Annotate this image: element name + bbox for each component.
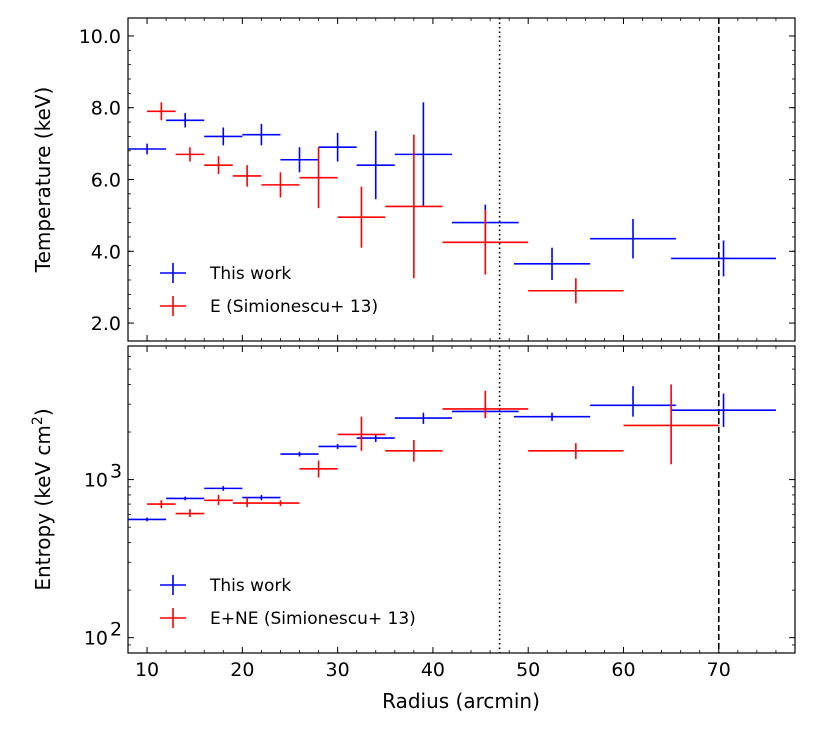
temperature-data-point-this-work <box>242 123 281 146</box>
x-tick-label: 70 <box>707 659 731 681</box>
temperature-data-point-simionescu <box>261 172 300 198</box>
entropy-data-point-simionescu <box>442 390 529 419</box>
y-tick-label: 4.0 <box>91 241 121 263</box>
temperature-data-point-simionescu <box>337 186 386 248</box>
temperature-data-point-simionescu <box>385 134 443 279</box>
temperature-axes-frame <box>127 17 796 342</box>
y-tick-label: 6.0 <box>91 170 121 192</box>
temperature-data-point-this-work <box>204 127 243 146</box>
temperature-data-point-this-work <box>590 218 676 259</box>
entropy-data-point-simionescu <box>528 443 624 459</box>
entropy-data-point-this-work <box>671 393 776 428</box>
temperature-data-point-simionescu <box>528 278 624 304</box>
entropy-data-point-simionescu <box>204 494 233 506</box>
temperature-data-point-simionescu <box>175 147 205 162</box>
x-tick-label: 60 <box>611 659 635 681</box>
entropy-data-point-this-work <box>356 434 395 442</box>
legend-item-simionescu: E+NE (Simionescu+ 13) <box>160 608 416 629</box>
temperature-data-point-this-work <box>128 143 167 155</box>
legend-label: E+NE (Simionescu+ 13) <box>210 609 416 629</box>
entropy-series-simionescu <box>147 384 719 517</box>
temperature-data-point-this-work <box>513 247 591 280</box>
y-tick-exponent: 2 <box>110 619 122 641</box>
entropy-y-axis-label: Entropy (keV cm2) <box>30 408 55 590</box>
entropy-data-point-simionescu <box>337 416 386 451</box>
legend-item-this-work: This work <box>160 575 291 596</box>
entropy-data-point-this-work <box>204 486 243 491</box>
temperature-panel: 2.0 4.0 6.0 8.0 10.0 Temperature (keV) This wo… <box>31 17 796 342</box>
entropy-data-point-this-work <box>394 412 452 424</box>
x-tick-label: 30 <box>326 659 350 681</box>
entropy-data-point-this-work <box>128 517 167 522</box>
x-tick-label: 40 <box>421 659 445 681</box>
legend-item-simionescu: E (Simionescu+ 13) <box>160 296 378 317</box>
entropy-legend: This work E+NE (Simionescu+ 13) <box>160 575 416 629</box>
x-tick-label: 50 <box>516 659 540 681</box>
temperature-data-point-simionescu <box>204 156 233 175</box>
entropy-data-point-this-work <box>280 451 319 457</box>
entropy-data-point-simionescu <box>299 460 338 478</box>
temperature-series-simionescu <box>147 102 624 304</box>
temperature-series-this-work <box>128 102 776 280</box>
temperature-data-point-this-work <box>280 147 319 173</box>
entropy-data-point-simionescu <box>385 440 443 462</box>
entropy-data-point-simionescu <box>175 509 205 517</box>
entropy-data-point-simionescu <box>623 384 719 465</box>
legend-label: This work <box>209 264 291 284</box>
entropy-axes-frame <box>127 345 796 654</box>
temperature-data-point-this-work <box>356 131 395 200</box>
y-tick-label: 10 <box>84 470 108 492</box>
y-tick-exponent: 3 <box>110 461 122 483</box>
temperature-data-point-simionescu <box>299 147 338 209</box>
temperature-data-point-this-work <box>394 102 452 207</box>
temperature-data-point-simionescu <box>232 165 262 187</box>
entropy-data-point-simionescu <box>261 500 300 507</box>
entropy-data-point-simionescu <box>232 497 262 508</box>
x-tick-label: 10 <box>135 659 159 681</box>
y-tick-label: 10.0 <box>79 26 121 48</box>
x-tick-label: 20 <box>230 659 254 681</box>
entropy-data-point-this-work <box>590 386 676 417</box>
temperature-legend: This work E (Simionescu+ 13) <box>160 263 378 317</box>
legend-label: E (Simionescu+ 13) <box>210 297 378 317</box>
temperature-data-point-this-work <box>671 240 776 277</box>
y-tick-label: 8.0 <box>91 98 121 120</box>
y-tick-label: 10 <box>84 628 108 650</box>
temperature-data-point-this-work <box>166 113 205 128</box>
entropy-data-point-simionescu <box>147 500 176 509</box>
legend-label: This work <box>209 576 291 596</box>
entropy-data-point-this-work <box>242 494 281 501</box>
entropy-series-this-work <box>128 386 776 522</box>
entropy-data-point-this-work <box>166 496 205 501</box>
x-axis-label: Radius (arcmin) <box>382 689 540 713</box>
y-tick-label: 2.0 <box>91 313 121 335</box>
entropy-data-point-this-work <box>318 443 357 450</box>
entropy-data-point-this-work <box>513 412 591 421</box>
temperature-y-axis-label: Temperature (keV) <box>31 87 55 274</box>
legend-item-this-work: This work <box>160 263 291 284</box>
temperature-data-point-simionescu <box>442 210 529 275</box>
temperature-data-point-simionescu <box>147 102 176 121</box>
temperature-data-point-this-work <box>318 132 357 162</box>
